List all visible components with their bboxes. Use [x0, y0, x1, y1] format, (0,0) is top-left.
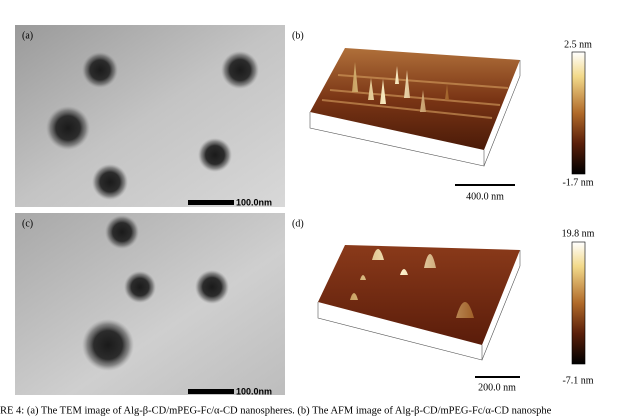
colorbar-min: -1.7 nm [562, 177, 593, 188]
panel-label: (c) [22, 218, 33, 229]
scale-bar-label: 100.0nm [236, 197, 272, 207]
panel-label: (b) [292, 30, 304, 41]
colorbar [571, 51, 586, 175]
colorbar [571, 241, 586, 365]
scale-bar-label: 100.0nm [236, 386, 272, 396]
scale-bar [188, 200, 234, 205]
colorbar-max: 2.5 nm [564, 39, 592, 50]
panel-label: (a) [22, 30, 33, 41]
scale-bar-label: 200.0 nm [478, 382, 516, 393]
nanospheres [46, 51, 259, 200]
panel-label: (d) [292, 218, 304, 229]
nanospheres [82, 215, 229, 371]
scale-bar [188, 389, 234, 394]
colorbar-min: -7.1 nm [562, 375, 593, 386]
tem-image [15, 213, 285, 395]
afm-surface [317, 245, 521, 361]
colorbar-max: 19.8 nm [562, 228, 595, 239]
afm-surface [309, 48, 521, 167]
caption: RE 4: (a) The TEM image of Alg-β-CD/mPEG… [0, 405, 552, 416]
scale-bar-label: 400.0 nm [466, 191, 504, 202]
